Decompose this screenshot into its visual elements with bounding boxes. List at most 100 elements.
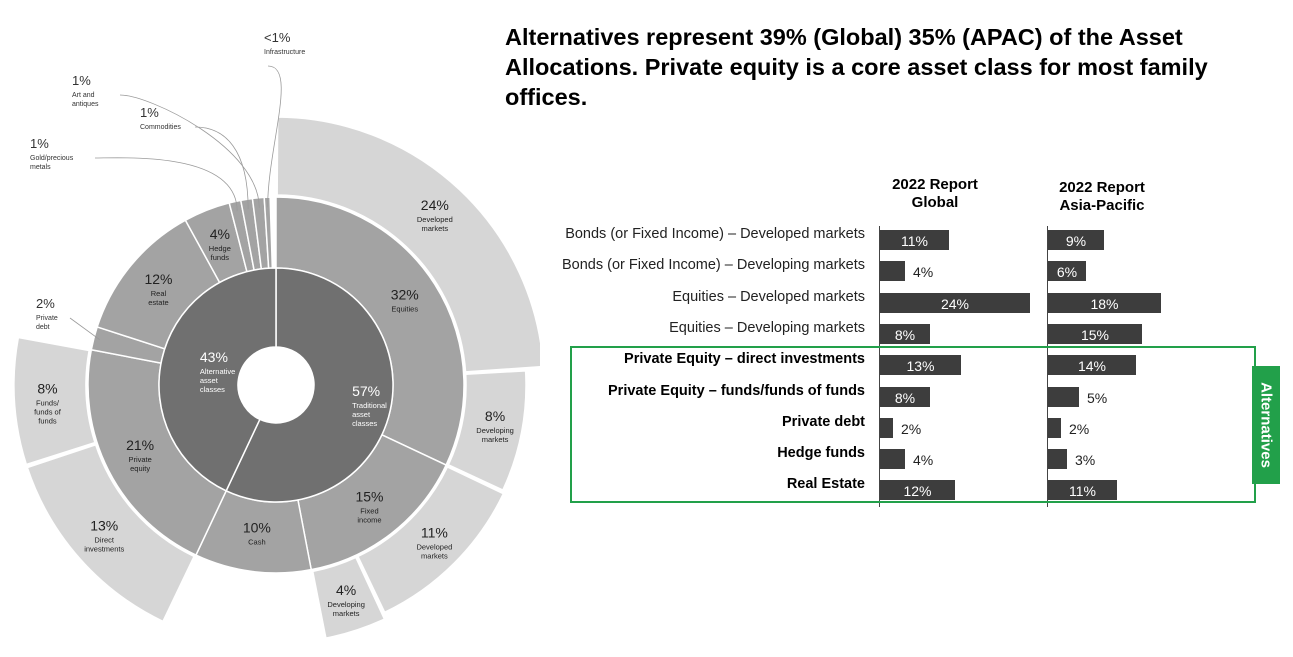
bar-apac xyxy=(1048,230,1104,250)
leader-line-commodities xyxy=(194,126,249,210)
bar-apac xyxy=(1048,323,1142,344)
column-header-apac-line2: Asia-Pacific xyxy=(1059,197,1145,214)
bar-value-global: 8% xyxy=(894,389,916,406)
bar-global xyxy=(880,449,905,470)
bar-value-global: 13% xyxy=(906,358,935,375)
middle-name-gold-precious-metals: metals xyxy=(30,164,51,171)
bar-global xyxy=(880,230,949,250)
bar-value-global: 8% xyxy=(894,326,916,343)
middle-name-private-debt: Private xyxy=(36,315,58,322)
middle-value-art-and-antiques: 1% xyxy=(72,73,91,88)
bar-value-global: 2% xyxy=(901,420,922,437)
outer-segment-fixed-income-developing-markets xyxy=(311,556,386,640)
middle-value-fixed-income: 15% xyxy=(355,488,383,504)
bar-value-apac: 6% xyxy=(1056,264,1078,281)
outer-segment-fixed-income-developed-markets xyxy=(356,465,505,614)
leader-line-art-and-antiques xyxy=(119,94,260,208)
column-header-global-line2: Global xyxy=(911,194,959,211)
middle-name-art-and-antiques: antiques xyxy=(72,101,99,108)
sunburst-center-hole xyxy=(239,348,313,422)
middle-name-art-and-antiques: Art and xyxy=(72,92,95,99)
inner-value-traditional-asset-classes: 57% xyxy=(352,383,380,399)
inner-name-traditional-asset-classes: Traditional xyxy=(352,401,387,410)
middle-value-real-estate: 12% xyxy=(144,271,172,287)
column-header-apac: 2022 Report Asia-Pacific xyxy=(1017,179,1187,215)
inner-name-alternative-asset-classes: asset xyxy=(200,376,219,385)
row-label: Equities – Developing markets xyxy=(669,319,865,336)
alternatives-label: Alternatives xyxy=(1257,382,1275,468)
leader-line-private-debt xyxy=(69,317,100,341)
outer-name-private-equity-funds-funds-of-funds: funds of xyxy=(34,407,62,416)
row-label: Equities – Developed markets xyxy=(672,288,865,305)
row-label: Hedge funds xyxy=(777,445,865,462)
middle-name-fixed-income: Fixed xyxy=(360,506,378,515)
middle-name-private-equity: Private xyxy=(128,455,151,464)
apac-axis-line xyxy=(1047,226,1048,507)
bar-value-apac: 2% xyxy=(1069,420,1090,437)
middle-name-infrastructure: Infrastructure xyxy=(264,49,305,56)
outer-value-equities-developing-markets: 8% xyxy=(485,408,505,424)
inner-segment-traditional-asset-classes xyxy=(225,267,394,503)
outer-value-private-equity-funds-funds-of-funds: 8% xyxy=(37,380,57,396)
column-header-global-line1: 2022 Report xyxy=(892,176,978,193)
middle-name-hedge-funds: Hedge xyxy=(209,244,231,253)
middle-value-equities: 32% xyxy=(391,286,419,302)
middle-value-gold-precious-metals: 1% xyxy=(30,136,49,151)
inner-value-alternative-asset-classes: 43% xyxy=(200,349,228,365)
alternatives-tab: Alternatives xyxy=(1252,366,1280,484)
inner-segment-alternative-asset-classes xyxy=(158,267,277,492)
inner-name-traditional-asset-classes: classes xyxy=(352,419,377,428)
column-header-global: 2022 Report Global xyxy=(850,176,1020,212)
middle-name-gold-precious-metals: Gold/precious xyxy=(30,155,74,162)
bar-value-global: 24% xyxy=(940,295,970,312)
row-label: Real Estate xyxy=(786,476,865,493)
inner-name-alternative-asset-classes: Alternative xyxy=(200,367,235,376)
bar-value-apac: 14% xyxy=(1077,358,1107,375)
outer-segment-private-equity-funds-funds-of-funds xyxy=(13,336,96,466)
outer-name-private-equity-direct-investments: Direct xyxy=(94,535,115,544)
bar-apac xyxy=(1048,292,1161,313)
bar-global xyxy=(880,355,961,376)
leader-line-gold-precious-metals xyxy=(94,157,238,212)
outer-name-private-equity-direct-investments: investments xyxy=(84,544,124,553)
bar-apac xyxy=(1048,480,1117,501)
leader-line-infrastructure xyxy=(267,65,282,208)
alternatives-highlight-box xyxy=(570,346,1256,503)
middle-value-private-debt: 2% xyxy=(36,296,55,311)
bar-value-apac: 9% xyxy=(1065,233,1087,249)
outer-name-equities-developed-markets: markets xyxy=(421,224,448,233)
row-label: Private debt xyxy=(782,413,865,430)
global-axis-line xyxy=(879,226,880,507)
outer-name-fixed-income-developed-markets: markets xyxy=(421,551,448,560)
bar-global xyxy=(880,292,1030,313)
bar-value-apac: 5% xyxy=(1087,389,1108,406)
middle-name-private-equity: equity xyxy=(130,464,150,473)
inner-name-traditional-asset-classes: asset xyxy=(352,410,371,419)
middle-name-private-debt: debt xyxy=(36,324,50,331)
bar-apac xyxy=(1048,386,1079,407)
bar-global xyxy=(880,386,930,407)
outer-value-equities-developed-markets: 24% xyxy=(421,197,449,213)
asset-allocation-sunburst-chart: 57%Traditionalassetclasses43%Alternative… xyxy=(13,30,540,640)
outer-segment-private-equity-direct-investments xyxy=(26,443,196,623)
bar-value-apac: 18% xyxy=(1090,295,1119,312)
row-label: Private Equity – funds/funds of funds xyxy=(608,382,865,399)
bar-value-global: 12% xyxy=(903,483,932,500)
column-header-apac-line1: 2022 Report xyxy=(1059,179,1145,196)
middle-name-real-estate: estate xyxy=(148,298,168,307)
outer-segment-equities-developed-markets xyxy=(276,116,540,373)
outer-name-equities-developed-markets: Developed xyxy=(417,215,453,224)
bar-value-apac: 15% xyxy=(1080,326,1110,343)
bar-global xyxy=(880,480,955,501)
outer-name-private-equity-funds-funds-of-funds: funds xyxy=(38,416,57,425)
middle-value-infrastructure: <1% xyxy=(264,30,291,45)
bar-value-global: 11% xyxy=(901,233,928,249)
row-label: Bonds (or Fixed Income) – Developed mark… xyxy=(565,226,865,242)
bar-value-global: 4% xyxy=(913,452,934,469)
bar-value-apac: 11% xyxy=(1069,483,1096,500)
outer-segment-equities-developing-markets xyxy=(447,370,527,492)
outer-name-equities-developing-markets: markets xyxy=(482,435,509,444)
outer-value-private-equity-direct-investments: 13% xyxy=(90,517,118,533)
middle-name-commodities: Commodities xyxy=(140,124,181,131)
middle-name-equities: Equities xyxy=(391,304,418,313)
